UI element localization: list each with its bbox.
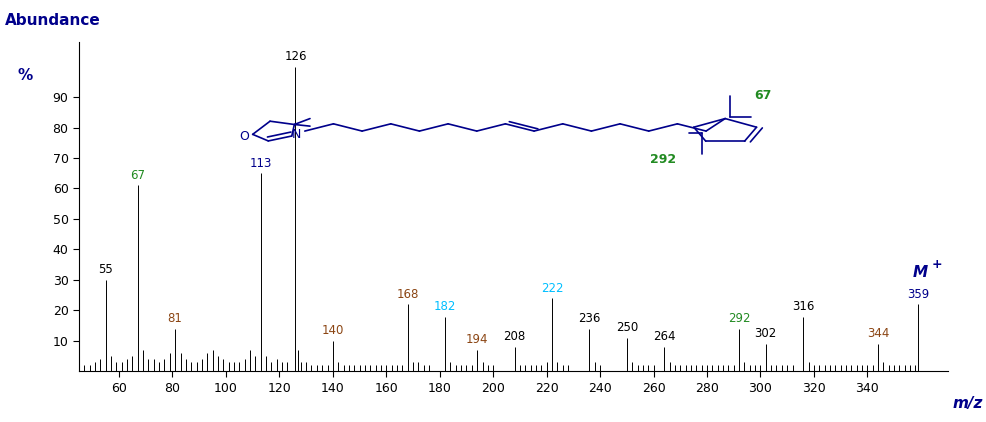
Text: +: + xyxy=(931,258,942,271)
Text: O: O xyxy=(239,130,248,143)
Text: 168: 168 xyxy=(396,288,418,300)
Text: M: M xyxy=(912,265,927,280)
Text: 302: 302 xyxy=(754,327,776,340)
Text: 81: 81 xyxy=(168,312,182,325)
Text: m/z: m/z xyxy=(951,396,982,411)
Text: 113: 113 xyxy=(249,157,271,170)
Text: 292: 292 xyxy=(727,312,749,325)
Text: 359: 359 xyxy=(906,288,928,300)
Text: 182: 182 xyxy=(434,300,456,313)
Text: 126: 126 xyxy=(284,50,307,63)
Text: 55: 55 xyxy=(99,263,113,276)
Text: 292: 292 xyxy=(649,152,675,165)
Text: 236: 236 xyxy=(578,312,600,325)
Text: 194: 194 xyxy=(465,333,488,346)
Text: N: N xyxy=(291,128,301,141)
Text: 67: 67 xyxy=(130,169,145,182)
Text: 222: 222 xyxy=(540,281,563,295)
Text: 250: 250 xyxy=(615,321,637,334)
Text: 67: 67 xyxy=(753,89,770,102)
Text: Abundance: Abundance xyxy=(5,13,101,28)
Text: 344: 344 xyxy=(866,327,888,340)
Text: 208: 208 xyxy=(503,330,526,344)
Text: 316: 316 xyxy=(791,300,813,313)
Text: %: % xyxy=(18,68,33,83)
Text: 140: 140 xyxy=(321,324,344,337)
Text: 264: 264 xyxy=(653,330,674,344)
